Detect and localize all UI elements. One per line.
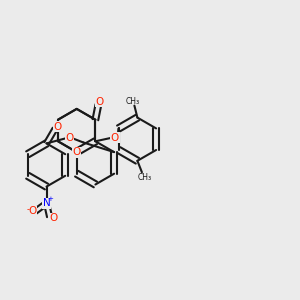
Text: +: + [47,196,53,202]
Text: CH₃: CH₃ [138,172,152,182]
Text: O: O [73,147,81,157]
Text: O: O [111,133,119,143]
Text: O: O [65,133,74,143]
Text: O: O [53,122,61,132]
Text: O: O [28,206,36,217]
Text: O: O [96,97,104,107]
Text: -: - [26,206,29,214]
Text: O: O [49,213,57,223]
Text: CH₃: CH₃ [126,97,140,106]
Text: N: N [43,198,50,208]
